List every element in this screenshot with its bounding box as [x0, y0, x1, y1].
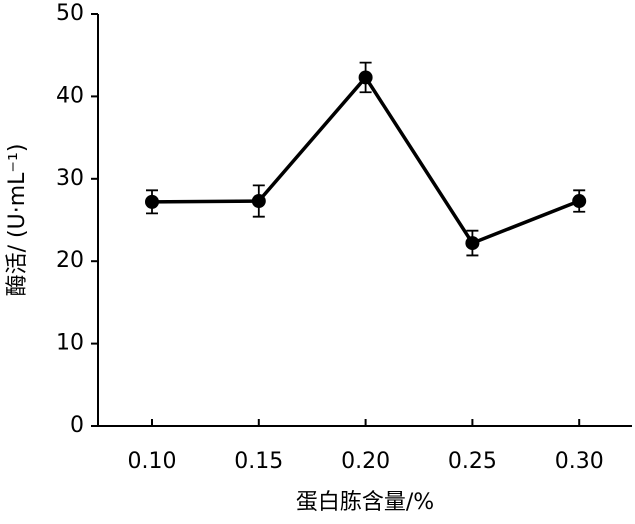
x-axis-label: 蛋白胨含量/%: [296, 490, 434, 515]
data-point: [251, 194, 266, 209]
x-tick-label: 0.20: [341, 449, 390, 474]
data-point: [572, 194, 587, 209]
y-axis-label: 酶活/ (U·mL⁻¹): [5, 144, 30, 297]
data-point: [465, 236, 480, 251]
data-point: [358, 70, 373, 85]
y-tick-label: 30: [56, 166, 84, 191]
y-tick-label: 0: [70, 413, 84, 438]
x-tick-label: 0.25: [448, 449, 497, 474]
x-tick-label: 0.10: [128, 449, 177, 474]
y-tick-label: 40: [56, 83, 84, 108]
y-tick-label: 20: [56, 248, 84, 273]
x-tick-label: 0.30: [555, 449, 604, 474]
data-point: [145, 194, 159, 209]
x-tick-label: 0.15: [234, 449, 283, 474]
y-tick-label: 50: [56, 1, 84, 26]
y-tick-label: 10: [56, 331, 84, 356]
data-line: [151, 74, 580, 246]
